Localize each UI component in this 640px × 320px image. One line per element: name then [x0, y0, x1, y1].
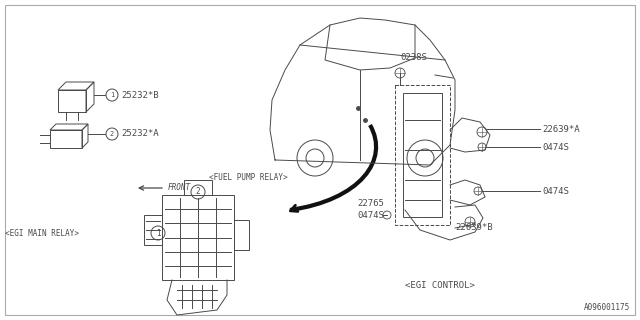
Text: <EGI MAIN RELAY>: <EGI MAIN RELAY>	[5, 228, 79, 237]
Text: 22639*B: 22639*B	[455, 223, 493, 233]
Text: 0474S: 0474S	[542, 142, 569, 151]
Text: 1: 1	[110, 92, 114, 98]
Text: 2: 2	[196, 188, 200, 196]
Text: 1: 1	[156, 228, 160, 237]
Text: 22765: 22765	[357, 198, 384, 207]
Text: 2: 2	[110, 131, 114, 137]
Text: 22639*A: 22639*A	[542, 124, 580, 133]
Text: <EGI CONTROL>: <EGI CONTROL>	[405, 281, 475, 290]
Text: 0474S: 0474S	[542, 187, 569, 196]
Text: FRONT: FRONT	[168, 183, 191, 193]
Text: 25232*A: 25232*A	[121, 130, 159, 139]
Text: <FUEL PUMP RELAY>: <FUEL PUMP RELAY>	[209, 172, 287, 181]
Text: A096001175: A096001175	[584, 303, 630, 312]
Text: 25232*B: 25232*B	[121, 91, 159, 100]
Text: 0474S: 0474S	[357, 211, 384, 220]
Text: 0238S: 0238S	[400, 52, 427, 61]
